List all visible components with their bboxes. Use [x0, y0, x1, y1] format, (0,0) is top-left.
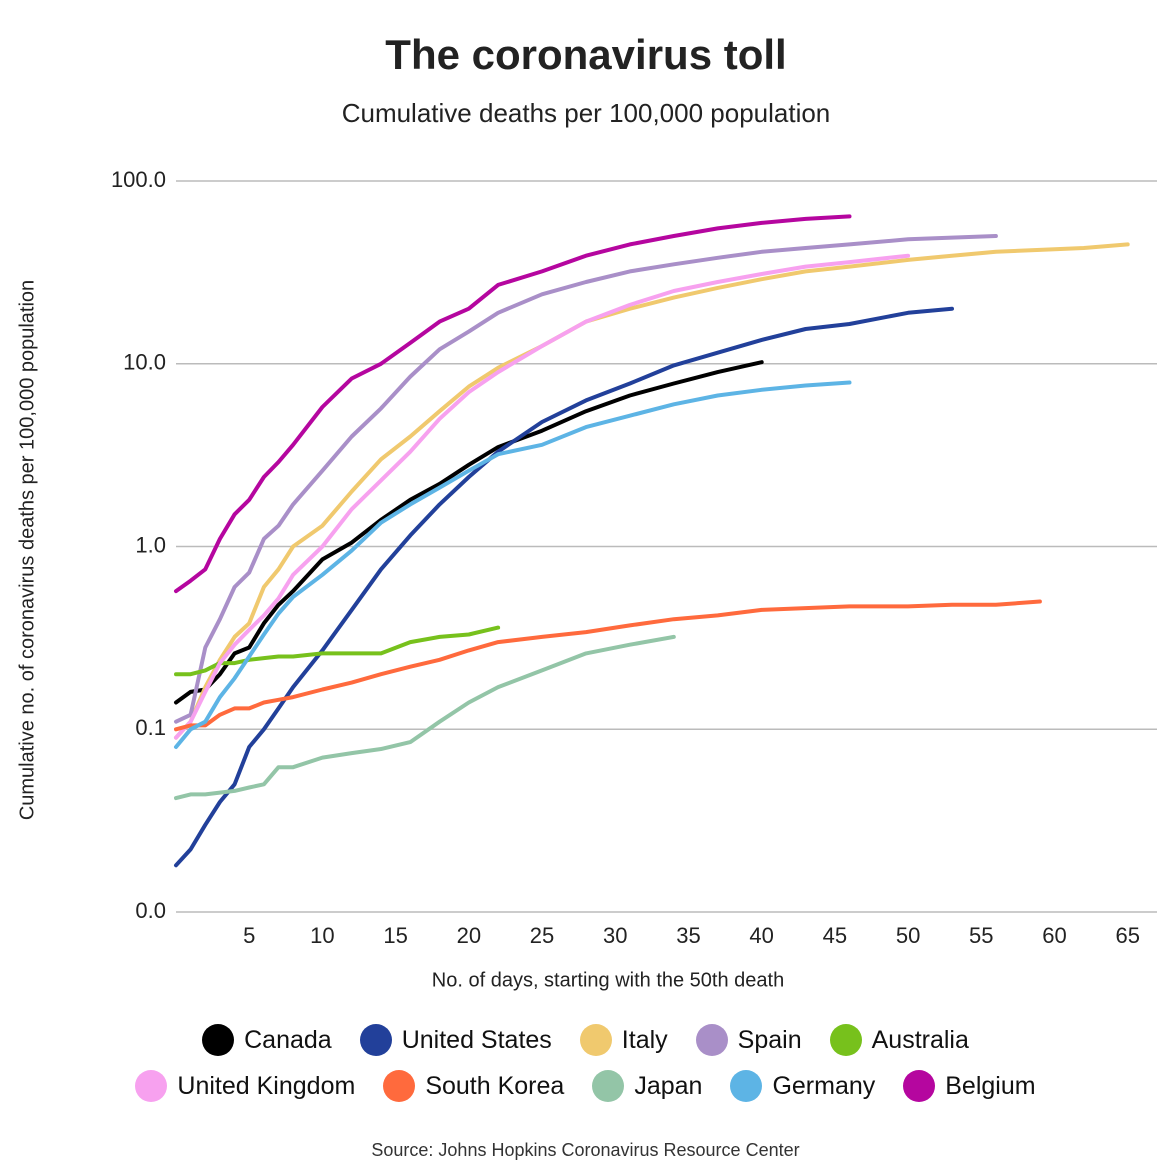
x-tick-label: 65 — [1115, 923, 1139, 948]
x-tick-label: 35 — [676, 923, 700, 948]
x-tick-label: 15 — [383, 923, 407, 948]
x-tick-label: 10 — [310, 923, 334, 948]
legend-item: United States — [359, 1024, 552, 1056]
legend-swatch — [903, 1070, 936, 1102]
legend-item: South Korea — [383, 1070, 564, 1102]
legend-swatch — [135, 1070, 168, 1102]
legend-row: Canada United States Italy Spain Australia — [0, 1017, 1171, 1063]
series-line — [174, 214, 852, 594]
legend-swatch — [730, 1070, 763, 1102]
legend-swatch — [592, 1070, 625, 1102]
legend-swatch — [359, 1024, 392, 1056]
x-tick-label: 55 — [969, 923, 993, 948]
legend-swatch — [829, 1024, 862, 1056]
legend-label: United Kingdom — [177, 1071, 356, 1100]
legend-swatch — [579, 1024, 612, 1056]
x-tick-label: 40 — [749, 923, 773, 948]
series-line — [174, 625, 501, 677]
series-line — [174, 234, 998, 724]
x-tick-label: 30 — [603, 923, 627, 948]
y-axis-label: Cumulative no. of coronavirus deaths per… — [16, 280, 38, 820]
legend-label: Germany — [772, 1071, 876, 1100]
legend-label: Italy — [621, 1025, 668, 1054]
legend-swatch — [383, 1070, 416, 1102]
series-line — [174, 380, 852, 749]
x-tick-label: 25 — [530, 923, 554, 948]
legend-item: Spain — [695, 1024, 802, 1056]
legend-label: Spain — [737, 1025, 802, 1054]
legend-item: Belgium — [903, 1070, 1036, 1102]
x-tick-label: 45 — [823, 923, 847, 948]
chart: The coronavirus toll Cumulative deaths p… — [16, 31, 1157, 991]
legend-row: United Kingdom South Korea Japan Germany Bel… — [0, 1063, 1171, 1109]
legend-label: Japan — [634, 1071, 703, 1100]
legend-label: Canada — [244, 1025, 332, 1054]
legend: Canada United States Italy Spain Australia Un… — [0, 1017, 1171, 1109]
series-line — [174, 634, 676, 801]
legend-swatch — [695, 1024, 728, 1056]
legend-item: United Kingdom — [135, 1070, 355, 1102]
series-line — [174, 306, 954, 868]
series-line — [174, 242, 1130, 740]
y-tick-label: 10.0 — [123, 350, 166, 375]
source: Source: Johns Hopkins Coronavirus Resour… — [371, 1140, 800, 1160]
x-tick-label: 5 — [243, 923, 255, 948]
y-tick-label: 100.0 — [111, 167, 166, 192]
legend-item: Japan — [592, 1070, 702, 1102]
chart-subtitle: Cumulative deaths per 100,000 population — [342, 98, 831, 128]
y-tick-label: 1.0 — [135, 532, 166, 557]
x-tick-label: 20 — [457, 923, 481, 948]
x-tick-label: 60 — [1042, 923, 1066, 948]
series-line — [174, 599, 1042, 732]
legend-item: Germany — [730, 1070, 875, 1102]
legend-swatch — [202, 1024, 235, 1056]
legend-label: Belgium — [945, 1071, 1036, 1100]
x-axis-label: No. of days, starting with the 50th deat… — [432, 969, 784, 991]
series-line — [174, 253, 911, 740]
chart-title: The coronavirus toll — [385, 31, 786, 78]
x-tick-label: 50 — [896, 923, 920, 948]
legend-label: Australia — [871, 1025, 969, 1054]
legend-item: Australia — [829, 1024, 969, 1056]
y-tick-label: 0.0 — [135, 898, 166, 923]
legend-label: South Korea — [425, 1071, 565, 1100]
legend-item: Italy — [579, 1024, 668, 1056]
y-tick-label: 0.1 — [135, 715, 166, 740]
legend-label: United States — [401, 1025, 552, 1054]
legend-item: Canada — [202, 1024, 332, 1056]
